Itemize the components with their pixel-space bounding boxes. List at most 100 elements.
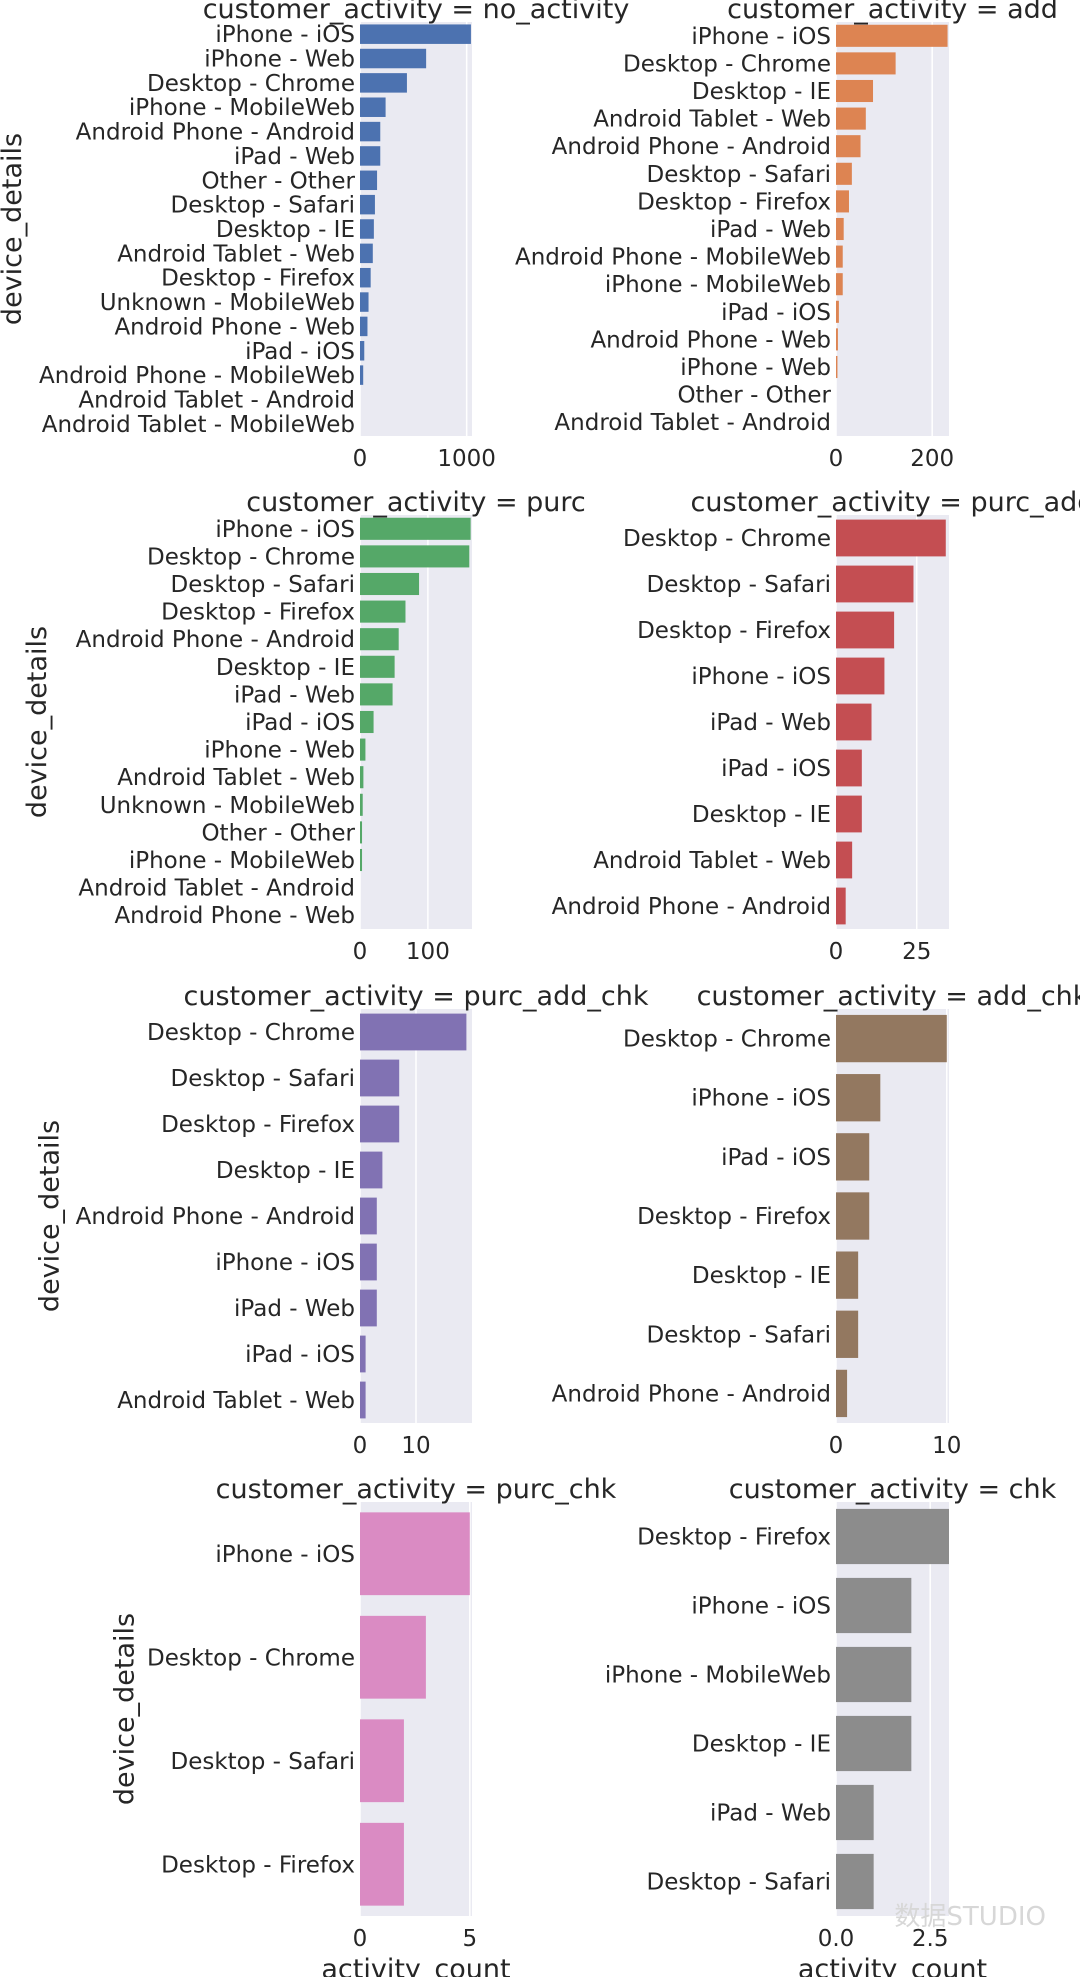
bar-desktop-chrome [360,545,470,568]
y-tick-label: Desktop - Safari [170,1066,355,1092]
facet-title: customer_activity = purc_chk [216,1474,617,1505]
bar-desktop-chrome [360,1013,467,1051]
y-tick-label: iPad - iOS [721,300,831,326]
bar-ipad-web [836,1784,874,1841]
bar-android-tablet-web [836,107,866,130]
y-tick-label: Desktop - Safari [170,193,355,219]
y-tick-label: Android Tablet - MobileWeb [42,412,355,438]
y-tick-label: Android Phone - Web [114,314,355,340]
y-tick-label: Android Tablet - Android [554,410,831,436]
y-tick-label: iPhone - Web [204,738,355,764]
bar-ipad-web [836,703,872,741]
y-tick-label: iPad - Web [234,682,355,708]
bar-ipad-web [360,683,393,706]
y-tick-label: iPhone - iOS [691,24,831,50]
bar-iphone-ios [360,24,471,44]
y-tick-label: Desktop - Safari [646,162,831,188]
bar-android-phone-android [836,135,861,158]
bar-desktop-chrome [360,1615,426,1699]
y-tick-label: Desktop - Firefox [161,266,355,292]
y-tick-label: Other - Other [201,168,355,194]
y-tick-label: Desktop - Chrome [623,1027,831,1053]
bar-ipad-ios [360,1335,366,1373]
bar-iphone-ios [360,1512,470,1596]
facet-title: customer_activity = chk [729,1474,1057,1505]
bar-desktop-firefox [836,190,849,213]
y-tick-label: iPhone - iOS [215,517,355,543]
x-tick-label: 0 [353,1926,368,1952]
bar-iphone-mobileweb [836,273,843,296]
bar-desktop-ie [360,219,374,239]
bar-android-tablet-web [360,1381,366,1419]
y-tick-label: Desktop - IE [692,802,831,828]
x-tick-label: 10 [932,1433,961,1459]
y-tick-label: Desktop - IE [692,1263,831,1289]
bar-desktop-ie [360,1151,383,1189]
x-tick-label: 5 [462,1926,477,1952]
facet-title: customer_activity = no_activity [203,0,630,25]
y-tick-label: Desktop - Chrome [147,1020,355,1046]
y-tick-label: Android Phone - Android [552,894,831,920]
y-tick-label: Other - Other [201,820,355,846]
bar-desktop-firefox [360,600,406,623]
bar-ipad-ios [836,749,862,787]
bar-desktop-firefox [836,1192,870,1240]
y-tick-label: iPhone - Web [680,355,831,381]
x-tick-label: 200 [910,446,954,472]
x-tick-label: 0 [829,939,844,965]
facet-panel-6: 0 10 Desktop - Chrome iPhone - iOS iPad - iO… [552,981,1080,1459]
bar-desktop-firefox [360,1822,404,1906]
bar-android-tablet-web [360,766,364,789]
y-tick-label: Desktop - Chrome [147,544,355,570]
bar-desktop-safari [836,1310,859,1358]
bar-desktop-safari [360,572,420,596]
y-tick-label: iPad - Web [710,710,831,736]
x-tick-label: 0 [829,1433,844,1459]
bar-iphone-ios [360,1243,377,1281]
bar-android-phone-android [360,121,381,142]
facet-title: customer_activity = purc_add [691,487,1080,518]
bar-iphone-web [360,48,427,69]
x-axis-label: activity_count [798,1954,987,1977]
y-tick-label: Android Tablet - Web [117,241,355,267]
bar-iphone-mobileweb [360,848,363,872]
y-axis-label: device_details [35,1120,66,1312]
facet-panel-7: 0 5 iPhone - iOS Desktop - Chrome Desktop - … [110,1474,617,1977]
y-tick-label: Desktop - Firefox [161,1852,355,1878]
bar-desktop-chrome [360,73,407,93]
y-tick-label: Desktop - Chrome [147,71,355,97]
x-tick-label: 1000 [437,446,496,472]
y-tick-label: Other - Other [677,383,831,409]
bar-ipad-ios [360,341,365,361]
bar-ipad-web [360,1289,377,1327]
bar-desktop-ie [836,1251,859,1299]
y-tick-label: Desktop - Firefox [637,618,831,644]
y-tick-label: iPhone - MobileWeb [605,1663,831,1689]
bar-desktop-safari [360,1719,404,1803]
bar-android-phone-android [836,1369,848,1418]
x-tick-label: 10 [401,1433,430,1459]
y-tick-label: Unknown - MobileWeb [100,793,355,819]
bar-iphone-ios [360,517,471,540]
y-tick-label: Android Phone - Web [114,903,355,929]
bar-other-other [360,170,378,191]
facet-panel-5: 0 10 Desktop - Chrome Desktop - Safari Deskt… [35,981,649,1459]
y-axis-label: device_details [0,133,28,325]
bar-desktop-firefox [836,611,895,649]
y-tick-label: Desktop - Safari [646,1870,831,1896]
y-tick-label: Desktop - Firefox [637,1204,831,1230]
y-tick-label: Android Tablet - Web [117,1388,355,1414]
y-tick-label: iPad - Web [234,144,355,170]
bar-unknown-mobileweb [360,793,363,816]
y-tick-label: Desktop - Firefox [161,600,355,626]
bar-desktop-ie [836,79,874,103]
bar-android-phone-android [836,887,846,925]
x-axis-label: activity_count [321,1954,510,1977]
y-tick-label: Desktop - Safari [170,1749,355,1775]
x-tick-label: 2.5 [912,1926,949,1952]
bar-iphone-mobileweb [360,97,386,117]
bar-iphone-web [836,355,838,379]
y-tick-label: Desktop - Chrome [623,51,831,77]
